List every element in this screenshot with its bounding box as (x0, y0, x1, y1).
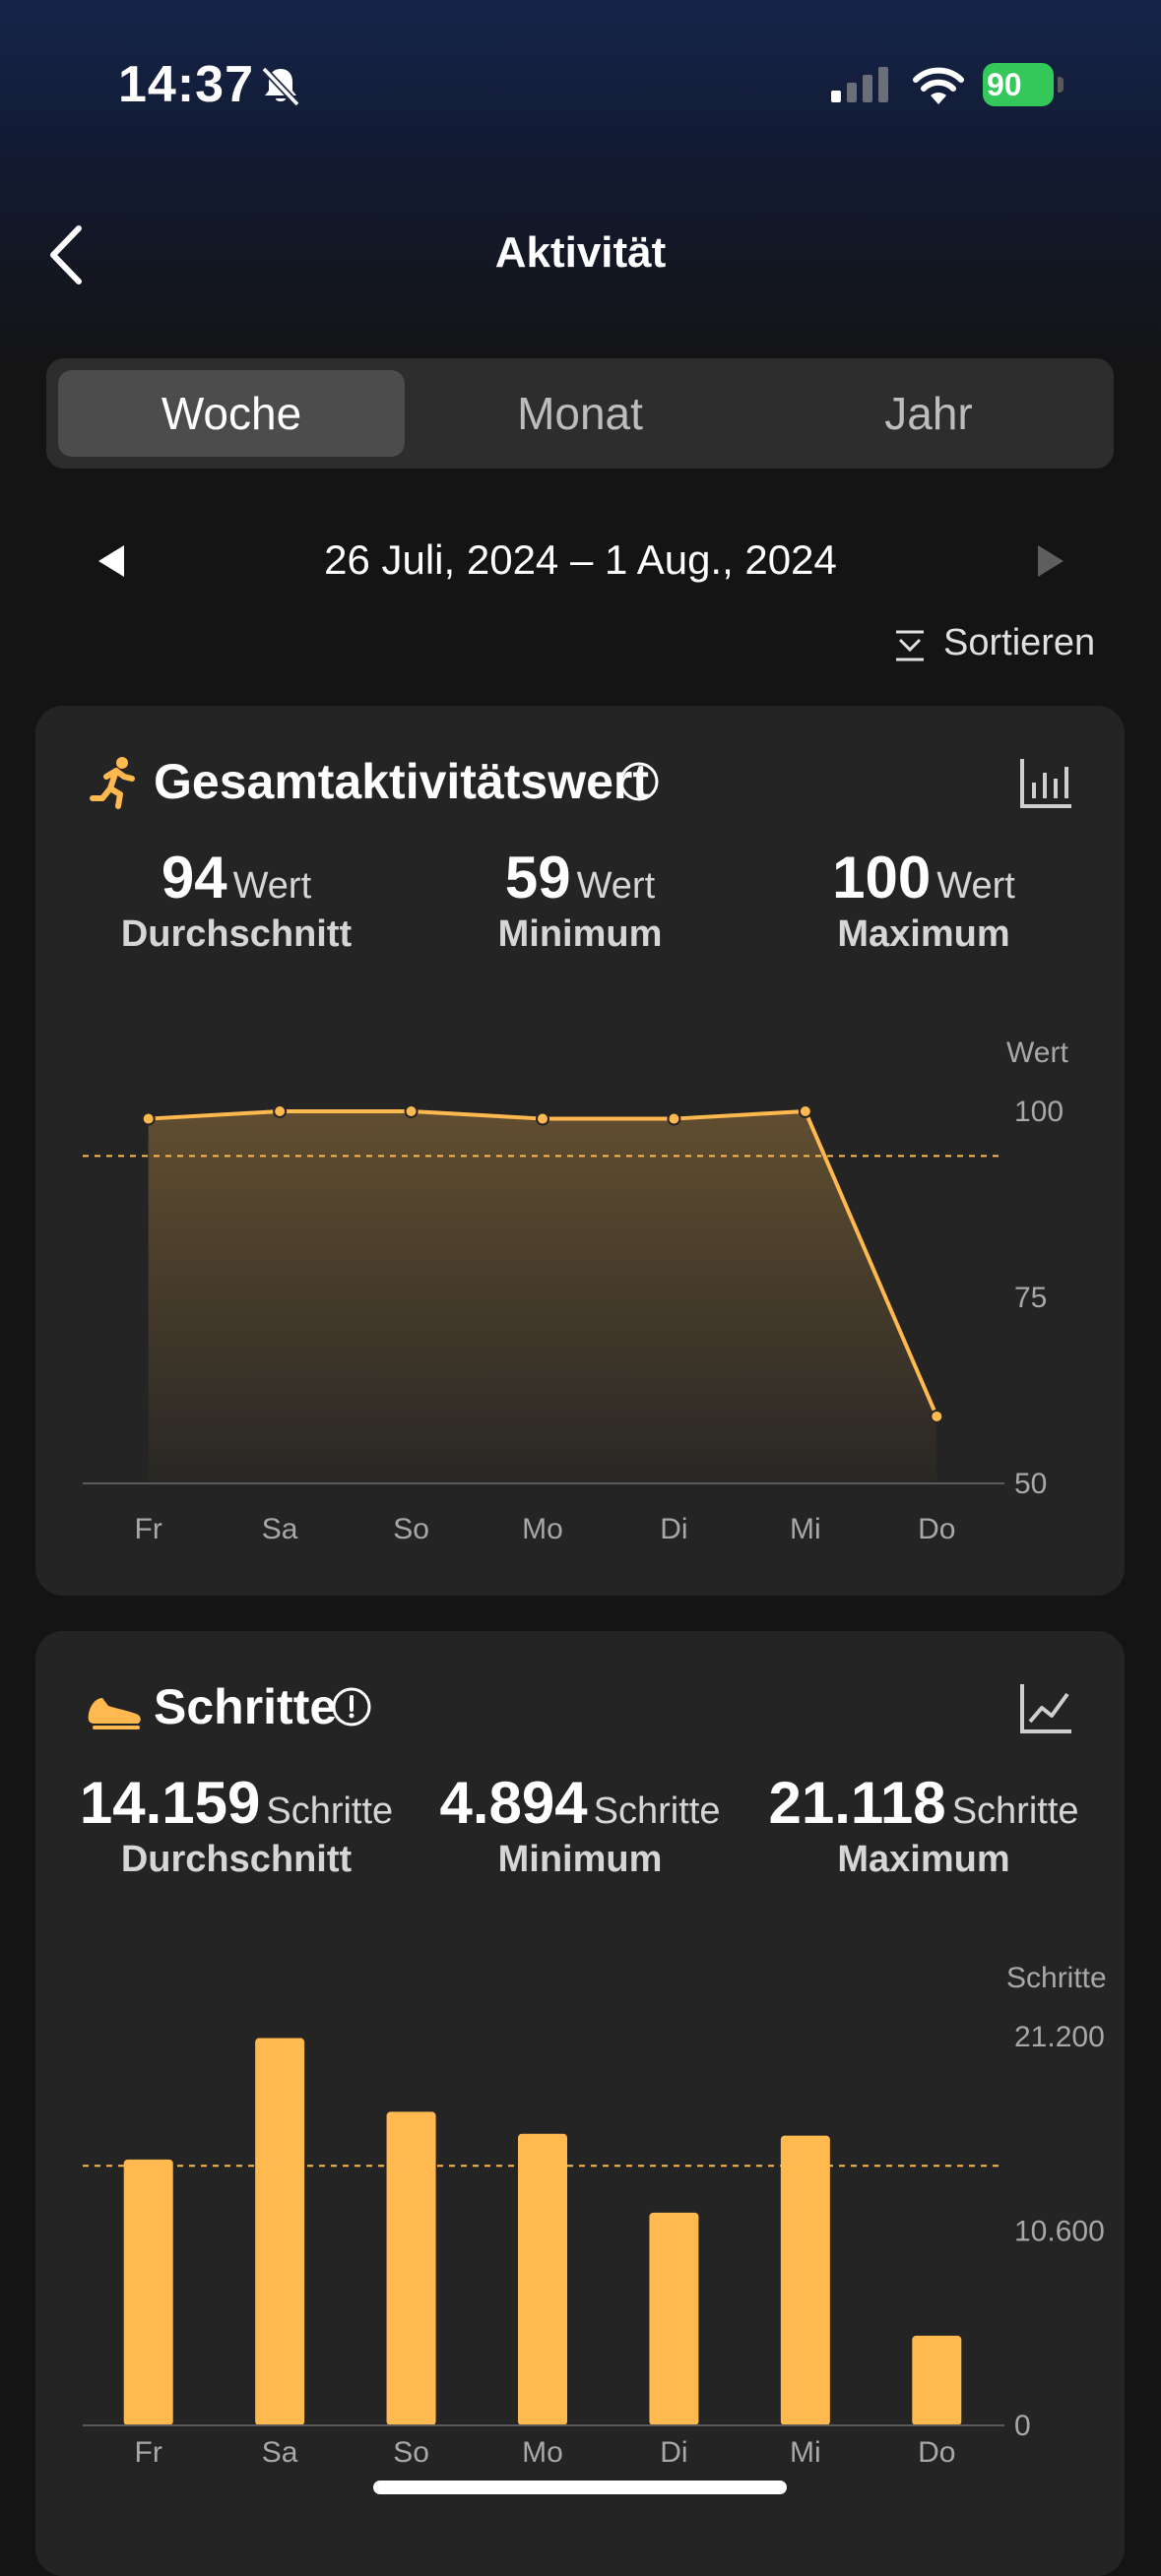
info-icon[interactable] (618, 761, 660, 802)
card-title: Schritte (154, 1679, 338, 1734)
tab-week[interactable]: Woche (58, 370, 405, 457)
x-tick-label: Do (918, 1513, 955, 1545)
x-tick-label: Sa (262, 2436, 298, 2469)
y-tick-label: 50 (1014, 1468, 1047, 1500)
x-tick-label: So (393, 1513, 429, 1545)
wifi-icon (913, 67, 964, 104)
tab-year[interactable]: Jahr (884, 388, 973, 439)
bar (649, 2212, 699, 2425)
x-tick-label: Do (918, 2436, 955, 2469)
bar (780, 2135, 830, 2425)
sneaker-icon (88, 1698, 141, 1729)
cellular-signal-icon (831, 67, 888, 102)
data-point (930, 1409, 944, 1423)
area-fill (148, 1111, 937, 1483)
y-tick-label: 75 (1014, 1282, 1047, 1314)
x-tick-label: So (393, 2436, 429, 2469)
line-chart-icon[interactable] (1016, 1678, 1075, 1737)
data-point (141, 1111, 156, 1126)
y-axis-title: Wert (1006, 1037, 1068, 1069)
bar (518, 2133, 567, 2425)
bar (123, 2159, 173, 2425)
page-title: Aktivität (494, 228, 667, 277)
y-tick-label: 0 (1014, 2410, 1031, 2442)
data-point (536, 1111, 549, 1126)
battery-level: 90 (987, 67, 1022, 102)
x-tick-label: Mi (790, 2436, 821, 2469)
period-segmented-control: Woche Monat Jahr (46, 358, 1114, 469)
sort-button[interactable]: Sortieren (943, 622, 1096, 663)
header-background (0, 0, 1161, 374)
activity-area-chart: Wert 100 75 50 Fr Sa So Mo Di Mi Do (83, 1037, 1068, 1545)
x-tick-label: Sa (262, 1513, 298, 1545)
bell-muted-icon (261, 66, 300, 107)
back-chevron-icon[interactable] (43, 222, 89, 287)
home-indicator (373, 2481, 787, 2494)
previous-period-icon[interactable] (95, 543, 130, 579)
y-tick-label: 10.600 (1014, 2216, 1105, 2248)
y-axis-title: Schritte (1006, 1962, 1107, 1994)
bar-chart-icon[interactable] (1016, 753, 1075, 812)
status-time: 14:37 (118, 56, 254, 113)
next-period-icon[interactable] (1032, 543, 1067, 579)
x-tick-label: Mo (522, 1513, 563, 1545)
x-tick-label: Mo (522, 2436, 563, 2469)
data-point (273, 1104, 288, 1118)
tab-month[interactable]: Monat (517, 388, 643, 439)
stat-average: 94 Wert Durchschnitt (120, 845, 353, 955)
stat-minimum: 4.894 Schritte Minimum (439, 1770, 721, 1880)
x-tick-label: Di (660, 1513, 687, 1545)
bar (255, 2038, 305, 2425)
stat-average: 14.159 Schritte Durchschnitt (79, 1770, 394, 1880)
data-point (404, 1104, 419, 1118)
sort-icon[interactable] (892, 628, 928, 663)
y-tick-label: 21.200 (1014, 2021, 1105, 2053)
x-tick-label: Fr (135, 2436, 162, 2469)
card-title: Gesamtaktivitätswert (154, 754, 650, 809)
data-point (798, 1104, 812, 1118)
stat-maximum: 100 Wert Maximum (832, 845, 1015, 955)
steps-card: Schritte 14.159 Schritte Durchschnitt 4.8… (35, 1631, 1125, 2576)
stat-maximum: 21.118 Schritte Maximum (768, 1770, 1079, 1880)
steps-bar-chart: Schritte 21.200 10.600 0 Fr Sa So Mo Di Mi Do (83, 1962, 1107, 2469)
y-tick-label: 100 (1014, 1096, 1064, 1128)
running-person-icon (90, 757, 135, 809)
bar (912, 2335, 962, 2425)
battery-indicator: 90 (983, 63, 1064, 106)
x-tick-label: Mi (790, 1513, 821, 1545)
bar (386, 2111, 436, 2425)
x-tick-label: Fr (135, 1513, 162, 1545)
info-icon[interactable] (331, 1686, 372, 1728)
x-tick-label: Di (660, 2436, 687, 2469)
date-range-label: 26 Juli, 2024 – 1 Aug., 2024 (324, 536, 837, 583)
data-point (667, 1111, 681, 1126)
activity-score-card: Gesamtaktivitätswert 94 Wert Durchschnitt… (35, 706, 1125, 1596)
stat-minimum: 59 Wert Minimum (497, 845, 663, 955)
